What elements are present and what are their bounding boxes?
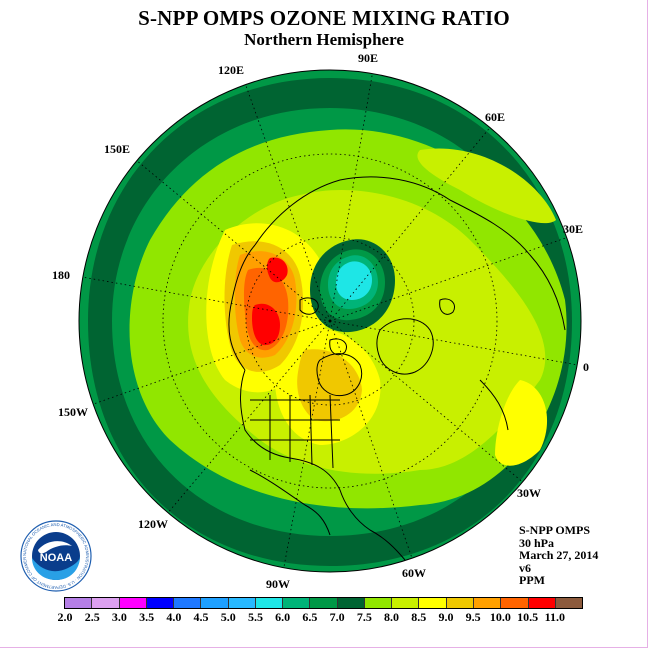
info-date: March 27, 2014	[519, 548, 599, 562]
info-units: PPM	[519, 573, 545, 587]
colorbar-segment	[337, 598, 365, 608]
colorbar-tick-label: 9.5	[465, 610, 481, 624]
map-subtitle: Northern Hemisphere	[244, 30, 404, 49]
lon-label-180: 180	[52, 268, 70, 282]
graticule	[81, 70, 579, 572]
colorbar-tick-label: 9.0	[438, 610, 454, 624]
lat-circle-60	[245, 236, 415, 406]
map-boundary	[78, 69, 582, 573]
noaa-logo-text: NOAA	[40, 552, 72, 564]
meridian-90e	[329, 70, 374, 322]
info-instrument: S-NPP OMPS	[519, 523, 590, 537]
vortex-5-5	[336, 261, 372, 300]
lon-label-90e: 90E	[358, 51, 379, 65]
arctic-islands-outline	[299, 297, 455, 356]
colorbar-segment	[201, 598, 229, 608]
colorbar-tick-label: 4.0	[166, 610, 182, 624]
meridian-150w	[84, 320, 331, 408]
usa-state-grid	[250, 394, 340, 469]
colorbar-segment	[65, 598, 93, 608]
lon-label-150w: 150W	[58, 405, 88, 419]
lon-label-60e: 60E	[485, 110, 506, 124]
meridian-0	[329, 320, 579, 366]
colorbar-tick-label: 8.0	[384, 610, 400, 624]
colorbar-tick-label: 7.0	[329, 610, 345, 624]
band-10-5-south	[252, 303, 280, 346]
meridian-30w	[329, 320, 526, 485]
colorbar-segment	[228, 598, 256, 608]
meridian-90w	[282, 320, 331, 572]
colorbar-segment	[310, 598, 338, 608]
mexico-outline	[249, 469, 331, 536]
meridian-180	[81, 276, 331, 322]
colorbar-segment	[255, 598, 284, 608]
meridian-120w	[160, 320, 331, 522]
colorbar-tick-label: 8.5	[411, 610, 427, 624]
colorbar-segment	[555, 598, 583, 608]
colorbar-tick-label: 5.0	[220, 610, 236, 624]
colorbar-segment	[392, 598, 420, 608]
colorbar-segment	[473, 598, 502, 608]
colorbar-tick-label: 10.0	[489, 610, 511, 624]
eurasia-outline	[254, 176, 566, 431]
info-version: v6	[519, 560, 531, 575]
lon-label-90w: 90W	[266, 577, 290, 591]
lon-label-60w: 60W	[402, 566, 426, 580]
colorbar-segment	[528, 598, 556, 608]
colorbar-tick-label: 10.5	[517, 610, 539, 624]
lon-label-0: 0	[583, 360, 589, 374]
colorbar-tick-label: 2.5	[84, 610, 100, 624]
colorbar-segment	[364, 598, 393, 608]
coastlines	[228, 176, 566, 561]
colorbar-tick-label: 2.0	[57, 610, 73, 624]
info-level: 30 hPa	[519, 535, 555, 550]
band-10-5-north	[267, 257, 288, 283]
colorbar-tick-label: 6.0	[275, 610, 291, 624]
colorbar-segment	[446, 598, 474, 608]
colorbar-segment	[283, 598, 311, 608]
band-8-0-east	[417, 148, 556, 224]
lon-label-30w: 30W	[517, 486, 541, 500]
lon-label-150e: 150E	[104, 142, 131, 156]
colorbar-segment	[501, 598, 529, 608]
north-america-outline	[228, 244, 406, 561]
meridian-60e	[329, 118, 498, 322]
lat-circle-30	[162, 153, 498, 489]
colorbar-tick-label: 3.0	[111, 610, 127, 624]
colorbar-tick-label: 5.5	[247, 610, 263, 624]
hudson-bay-outline	[316, 353, 363, 397]
colorbar-segment	[119, 598, 147, 608]
map-title: S-NPP OMPS OZONE MIXING RATIO	[138, 6, 510, 30]
band-8-5-east	[495, 380, 548, 466]
meridian-120e	[244, 82, 331, 322]
lon-label-120e: 120E	[218, 63, 245, 77]
colorbar-tick-label: 4.5	[193, 610, 209, 624]
colorbar-tick-label: 3.5	[139, 610, 155, 624]
meridian-60w	[329, 320, 414, 562]
lon-label-120w: 120W	[138, 517, 168, 531]
metadata-block: S-NPP OMPS 30 hPa March 27, 2014 v6 PPM	[519, 524, 598, 587]
band-9-0-mid	[297, 349, 362, 422]
noaa-logo: NOAA NATIONAL OCEANIC AND ATMOSPHERIC AD…	[20, 520, 92, 592]
lon-label-30e: 30E	[563, 222, 584, 236]
colorbar-segment	[419, 598, 447, 608]
colorbar-tick-label: 7.5	[356, 610, 372, 624]
greenland-outline	[376, 318, 434, 375]
colorbar-tick-label: 6.5	[302, 610, 318, 624]
colorbar	[64, 597, 583, 609]
colorbar-tick-label: 11.0	[544, 610, 565, 624]
colorbar-segment	[92, 598, 120, 608]
meridian-150e	[135, 159, 331, 322]
colorbar-segment	[146, 598, 175, 608]
colorbar-segment	[174, 598, 202, 608]
